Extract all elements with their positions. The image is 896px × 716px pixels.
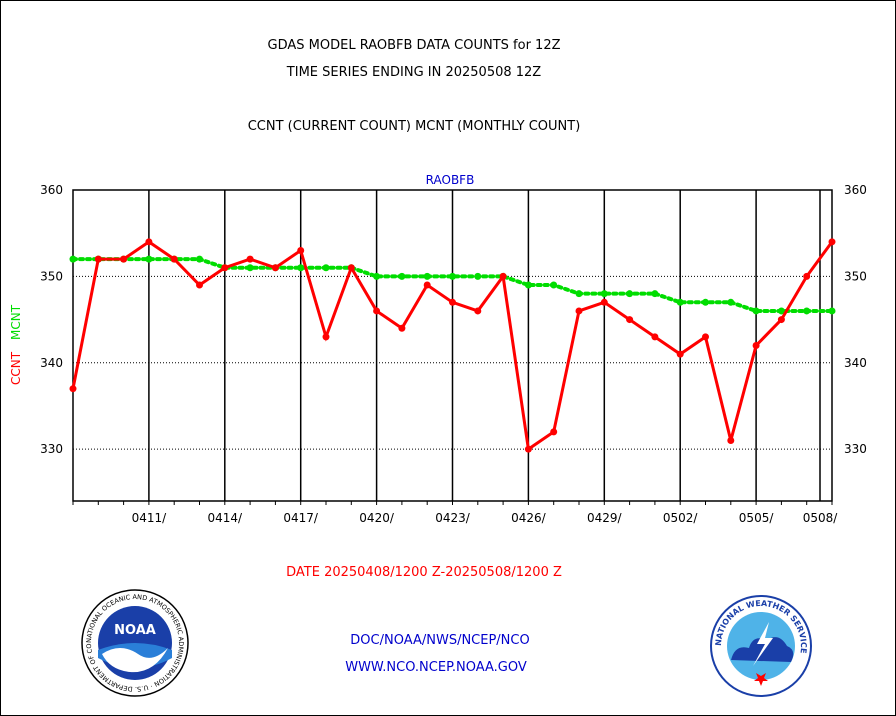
ccnt-point	[347, 264, 355, 272]
y-tick-label-right-350: 350	[844, 269, 867, 283]
x-tick-label-0420: 0420/	[359, 511, 395, 525]
ccnt-point	[170, 255, 178, 263]
mcnt-point	[828, 307, 836, 315]
x-tick-label-0502: 0502/	[663, 511, 699, 525]
mcnt-point	[803, 307, 811, 315]
ccnt-point	[196, 281, 203, 289]
ccnt-point	[246, 255, 254, 263]
ccnt-point	[69, 385, 77, 393]
ccnt-point	[676, 350, 684, 358]
y-tick-label-right-340: 340	[844, 356, 867, 370]
ccnt-point	[398, 324, 406, 332]
website: WWW.NCO.NCEP.NOAA.GOV	[345, 660, 527, 675]
mcnt-point	[727, 298, 735, 306]
ccnt-point	[575, 307, 583, 315]
header-line1: GDAS MODEL RAOBFB DATA COUNTS for 12Z	[267, 38, 561, 53]
mcnt-point	[322, 264, 330, 272]
nws-logo: NATIONAL WEATHER SERVICE	[710, 595, 812, 697]
mcnt-point	[702, 298, 709, 306]
y-tick-label-left-340: 340	[40, 356, 63, 370]
x-tick-label-0417: 0417/	[283, 511, 319, 525]
mcnt-point	[398, 272, 406, 280]
ccnt-point	[727, 437, 735, 445]
ccnt-point	[777, 316, 785, 324]
ccnt-point	[94, 255, 102, 263]
mcnt-point	[423, 272, 431, 280]
ccnt-point	[322, 333, 330, 341]
mcnt-point	[145, 255, 153, 263]
date-range: DATE 20250408/1200 Z-20250508/1200 Z	[286, 565, 562, 580]
y-tick-label-right-360: 360	[844, 183, 867, 197]
mcnt-point	[246, 264, 254, 272]
mcnt-point	[676, 298, 684, 306]
ccnt-point	[752, 342, 760, 349]
y-tick-label-right-330: 330	[844, 442, 867, 456]
ccnt-point	[449, 298, 456, 306]
mcnt-point	[449, 272, 456, 280]
mcnt-point	[600, 290, 608, 298]
ccnt-point	[828, 238, 836, 246]
ccnt-point	[120, 255, 128, 263]
ccnt-point	[550, 428, 558, 436]
mcnt-point	[752, 307, 760, 315]
x-tick-label-0411: 0411/	[132, 511, 168, 525]
mcnt-point	[651, 290, 659, 298]
mcnt-point	[297, 264, 305, 272]
mcnt-point	[474, 272, 482, 280]
ccnt-point	[297, 246, 305, 254]
ccnt-point	[600, 298, 608, 306]
x-tick-label-0505: 0505/	[739, 511, 775, 525]
y-tick-label-left-330: 330	[40, 442, 63, 456]
mcnt-point	[69, 255, 77, 263]
ylabel-mcnt: MCNT	[9, 304, 23, 340]
ccnt-point	[474, 307, 482, 315]
ccnt-point	[145, 238, 153, 246]
ccnt-point	[524, 445, 532, 453]
ccnt-point	[423, 281, 431, 289]
ccnt-point	[626, 316, 634, 324]
ccnt-point	[221, 264, 229, 272]
noaa-logo-text: NOAA	[114, 623, 156, 638]
org-path: DOC/NOAA/NWS/NCEP/NCO	[350, 633, 530, 648]
ccnt-point	[702, 333, 709, 341]
x-tick-label-0508: 0508/	[803, 511, 839, 525]
ccnt-point	[499, 272, 507, 280]
header-line2: TIME SERIES ENDING IN 20250508 12Z	[286, 65, 542, 80]
y-tick-label-left-360: 360	[40, 183, 63, 197]
ccnt-point	[271, 264, 279, 272]
header-line3: CCNT (CURRENT COUNT) MCNT (MONTHLY COUNT…	[247, 119, 581, 134]
mcnt-point	[524, 281, 532, 289]
mcnt-point	[373, 272, 381, 280]
ylabel-ccnt: CCNT	[9, 351, 23, 385]
y-tick-label-left-350: 350	[40, 269, 63, 283]
chart-title: RAOBFB	[426, 173, 475, 187]
mcnt-point	[550, 281, 558, 289]
ccnt-point	[373, 307, 381, 315]
x-tick-label-0414: 0414/	[208, 511, 244, 525]
mcnt-point	[777, 307, 785, 315]
x-tick-label-0426: 0426/	[511, 511, 547, 525]
mcnt-point	[575, 290, 583, 298]
noaa-logo: NOAA NATIONAL OCEANIC AND ATMOSPHERIC AD…	[80, 588, 189, 697]
ccnt-point	[651, 333, 659, 341]
mcnt-point	[626, 290, 634, 298]
x-tick-label-0429: 0429/	[587, 511, 623, 525]
ccnt-point	[803, 272, 811, 280]
x-tick-label-0423: 0423/	[435, 511, 471, 525]
mcnt-point	[196, 255, 203, 263]
